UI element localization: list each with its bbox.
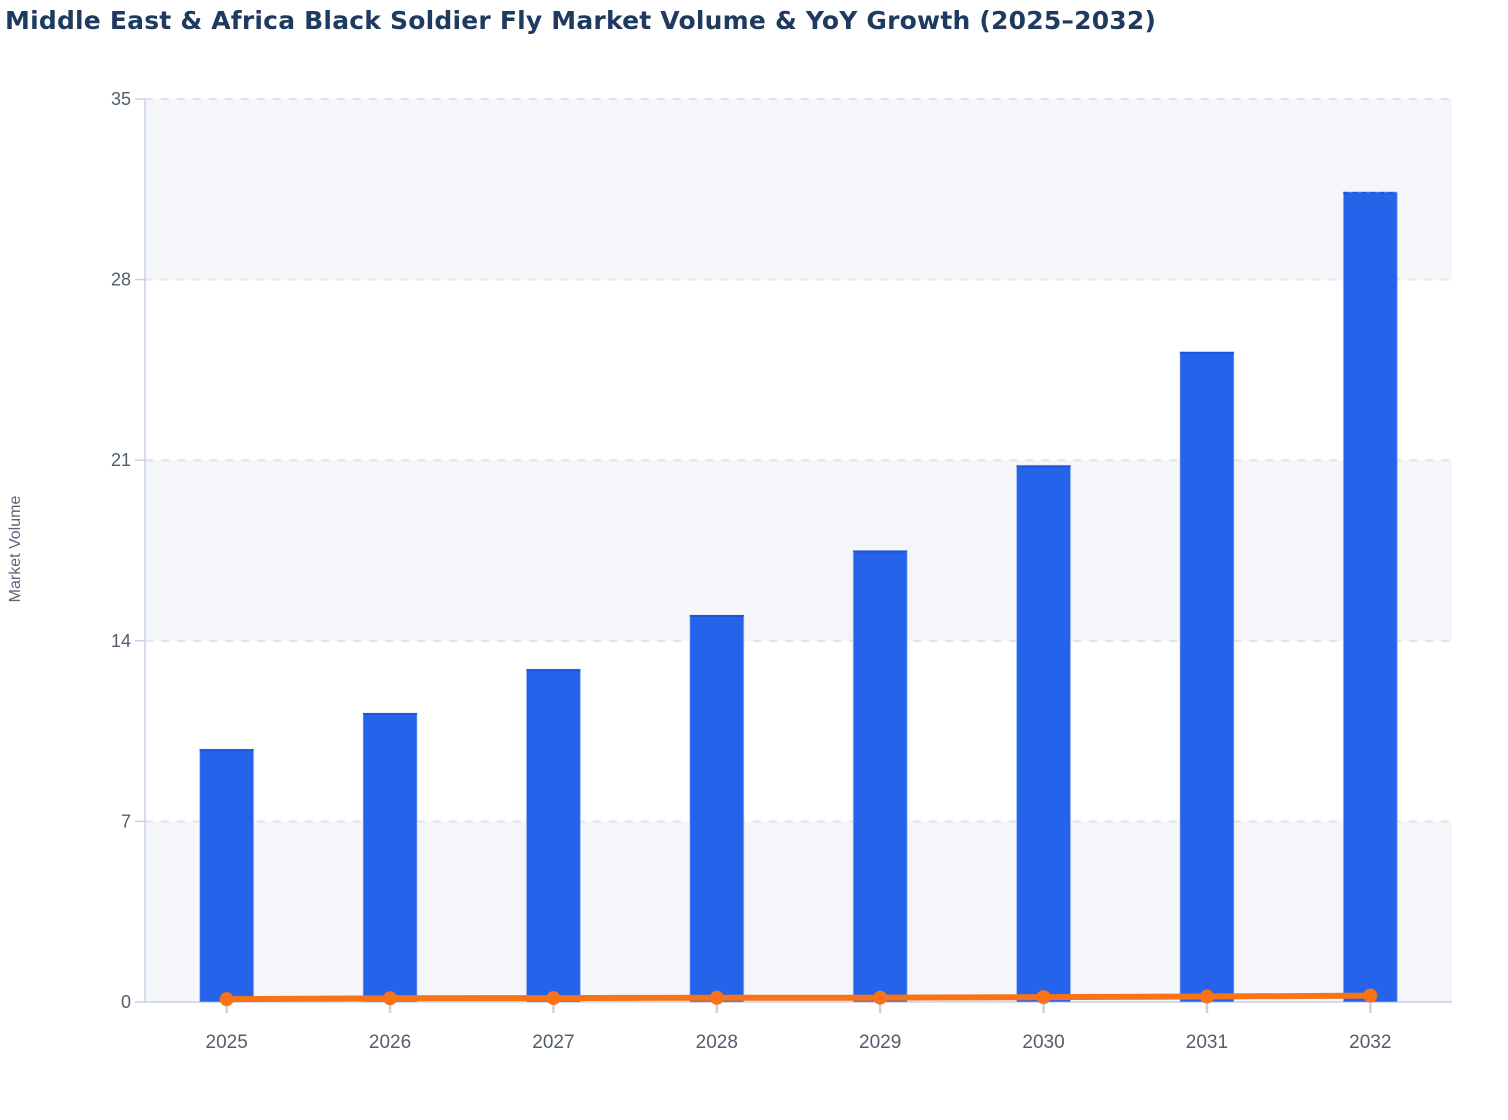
yoy-growth-line bbox=[223, 992, 1374, 1003]
y-tick-label: 28 bbox=[111, 270, 131, 290]
yoy-marker-2029 bbox=[873, 990, 888, 1005]
bar-2029 bbox=[852, 550, 908, 1003]
plot-row-band bbox=[145, 99, 1452, 280]
x-tick-label: 2031 bbox=[1186, 1032, 1228, 1053]
y-tick-label: 21 bbox=[111, 450, 131, 470]
bar-2032 bbox=[1342, 191, 1398, 1003]
bar-2028 bbox=[689, 614, 745, 1003]
bar-2031 bbox=[1179, 351, 1235, 1003]
yoy-marker-2028 bbox=[709, 990, 724, 1005]
yoy-marker-2031 bbox=[1199, 989, 1214, 1004]
plot-row-band bbox=[145, 460, 1452, 641]
y-tick-label: 7 bbox=[121, 811, 131, 831]
yoy-marker-2025 bbox=[219, 992, 234, 1007]
plot-row-band bbox=[145, 640, 1452, 822]
x-tick-label: 2027 bbox=[532, 1032, 574, 1053]
x-tick-label: 2032 bbox=[1349, 1032, 1391, 1053]
chart-title: Middle East & Africa Black Soldier Fly M… bbox=[5, 6, 1157, 35]
bar-2027 bbox=[525, 668, 581, 1003]
x-tick-label: 2025 bbox=[206, 1032, 248, 1053]
bar-2030 bbox=[1016, 464, 1072, 1003]
x-tick-label: 2030 bbox=[1022, 1032, 1064, 1053]
x-tick-label: 2028 bbox=[696, 1032, 738, 1053]
plot-row-band bbox=[145, 821, 1452, 1002]
x-tick-label: 2029 bbox=[859, 1032, 901, 1053]
yoy-marker-2030 bbox=[1036, 990, 1051, 1005]
yoy-marker-2032 bbox=[1363, 988, 1378, 1003]
bar-2026 bbox=[362, 712, 418, 1003]
yoy-marker-2027 bbox=[546, 991, 561, 1006]
y-tick-label: 0 bbox=[121, 992, 131, 1012]
x-tick-label: 2026 bbox=[369, 1032, 411, 1053]
plot-row-band bbox=[145, 279, 1452, 461]
y-tick-label: 35 bbox=[111, 89, 131, 109]
y-tick-label: 14 bbox=[111, 631, 131, 651]
bar-2025 bbox=[199, 748, 255, 1003]
yoy-marker-2026 bbox=[383, 991, 398, 1006]
